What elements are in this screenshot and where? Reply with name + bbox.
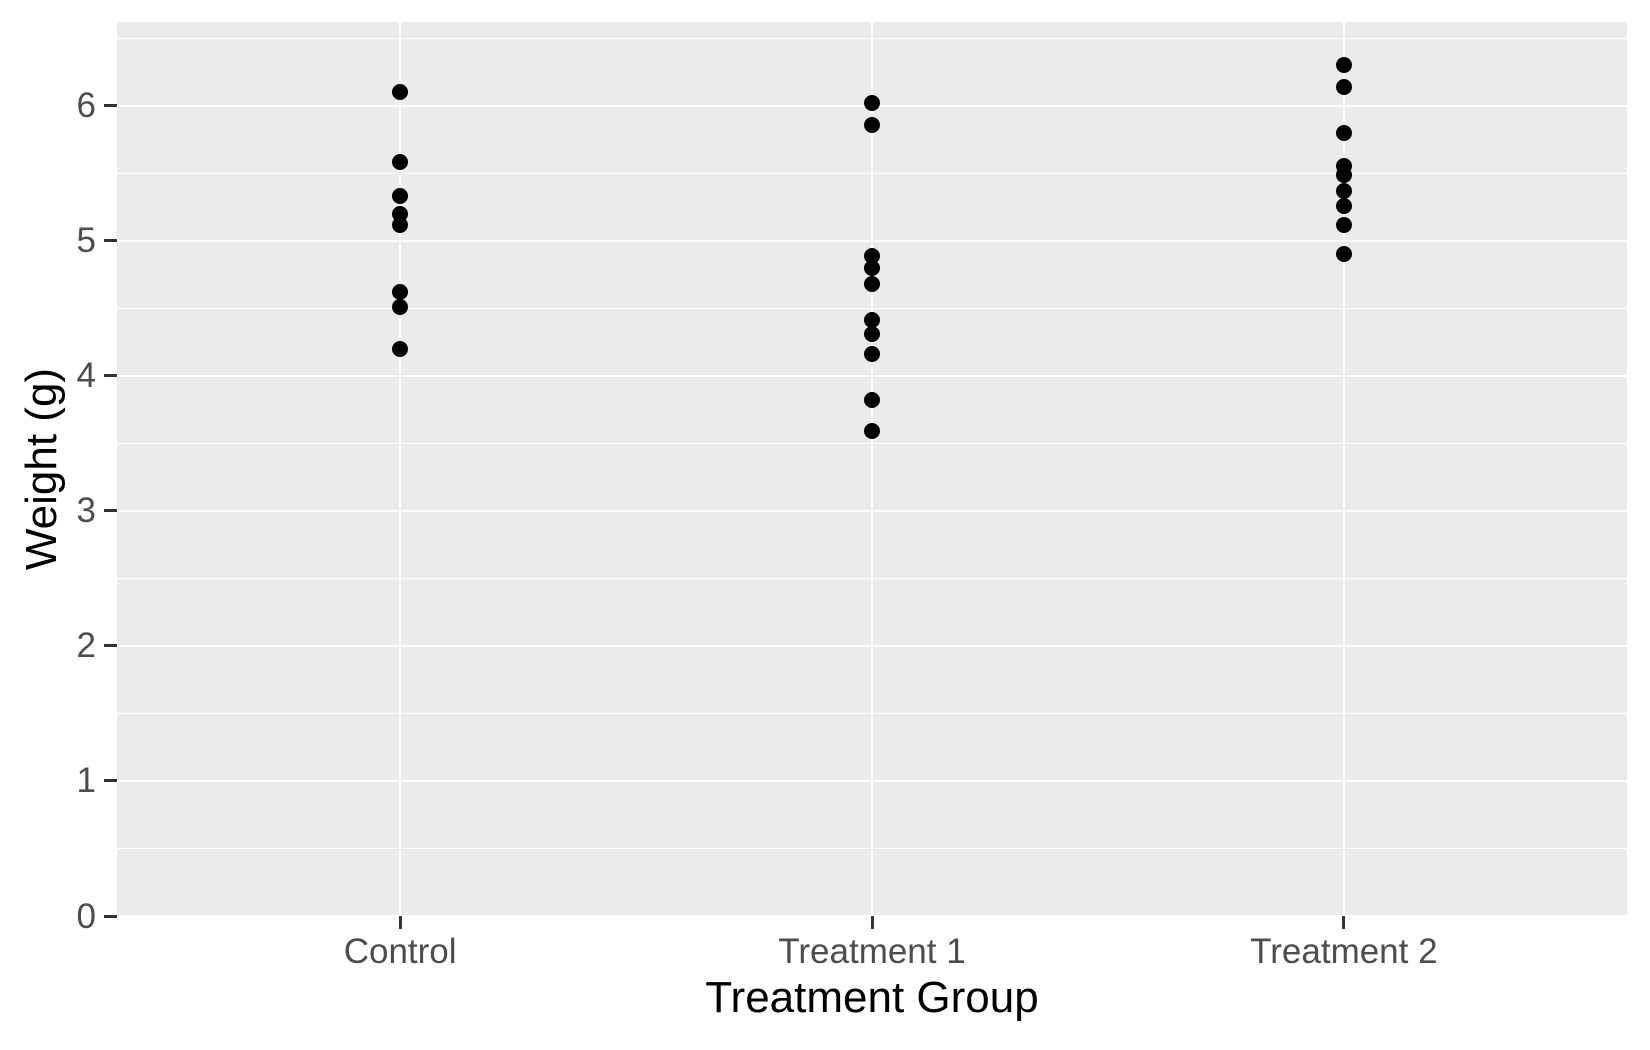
data-point bbox=[1335, 124, 1352, 141]
x-tick-label: Control bbox=[343, 932, 457, 971]
y-tick-label: 5 bbox=[76, 221, 96, 261]
x-tick-mark bbox=[398, 916, 402, 929]
y-axis-title: Weight (g) bbox=[17, 367, 66, 571]
data-point bbox=[392, 216, 409, 233]
y-tick-mark bbox=[104, 644, 117, 648]
x-major-gridline bbox=[1342, 22, 1346, 916]
x-tick-label: Treatment 1 bbox=[778, 932, 966, 971]
x-tick-mark bbox=[1342, 916, 1346, 929]
data-point bbox=[392, 84, 409, 101]
y-tick-mark bbox=[104, 779, 117, 783]
x-axis-title: Treatment Group bbox=[705, 973, 1039, 1022]
data-point bbox=[1335, 78, 1352, 95]
data-point bbox=[392, 188, 409, 205]
data-point bbox=[1335, 182, 1352, 199]
x-tick-mark bbox=[870, 916, 874, 929]
data-point bbox=[864, 259, 880, 276]
data-point bbox=[1335, 216, 1352, 233]
data-point bbox=[864, 312, 880, 329]
data-point bbox=[392, 154, 409, 171]
data-point bbox=[392, 284, 409, 301]
y-tick-label: 3 bbox=[76, 491, 96, 531]
y-tick-mark bbox=[104, 104, 117, 108]
y-tick-label: 6 bbox=[76, 86, 96, 126]
data-point bbox=[864, 275, 880, 292]
x-major-gridline bbox=[398, 22, 402, 916]
data-point bbox=[864, 247, 880, 264]
data-point bbox=[864, 325, 880, 342]
data-point bbox=[864, 423, 880, 440]
y-tick-mark bbox=[104, 509, 117, 513]
data-point bbox=[1335, 166, 1352, 183]
plot-panel bbox=[117, 22, 1627, 916]
y-tick-label: 4 bbox=[76, 356, 96, 396]
data-point bbox=[864, 346, 880, 363]
y-tick-label: 0 bbox=[76, 896, 96, 936]
data-point bbox=[1335, 246, 1352, 263]
x-major-gridline bbox=[870, 22, 874, 916]
data-point bbox=[392, 340, 409, 357]
x-tick-label: Treatment 2 bbox=[1250, 932, 1438, 971]
y-tick-mark bbox=[104, 374, 117, 378]
y-tick-label: 2 bbox=[76, 626, 96, 666]
data-point bbox=[1335, 57, 1352, 74]
data-point bbox=[864, 392, 880, 409]
y-tick-label: 1 bbox=[76, 761, 96, 801]
y-tick-mark bbox=[104, 914, 117, 918]
data-point bbox=[864, 95, 880, 112]
data-point bbox=[1335, 197, 1352, 214]
data-point bbox=[392, 298, 409, 315]
y-tick-mark bbox=[104, 239, 117, 243]
data-point bbox=[864, 116, 880, 133]
